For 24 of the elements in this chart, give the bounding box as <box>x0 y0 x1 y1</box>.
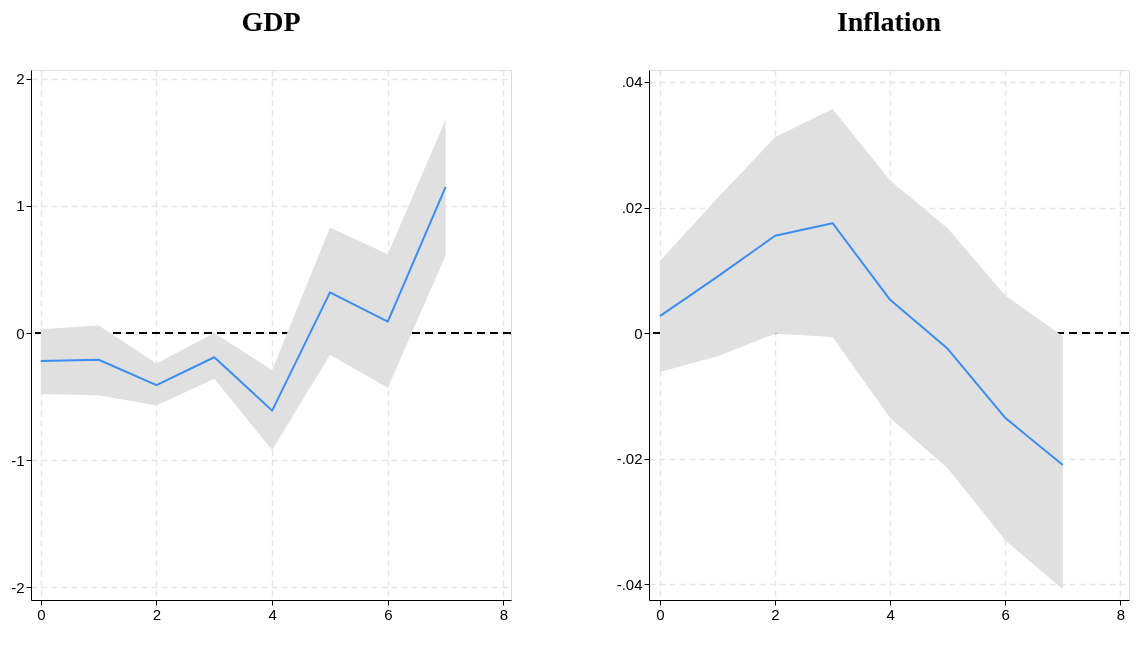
x-tick-label: 0 <box>37 605 46 623</box>
x-tick-label: 6 <box>1001 605 1010 623</box>
y-tick-label: -.04 <box>616 575 643 593</box>
y-tick-label: 1 <box>16 197 25 215</box>
chart-title: GDP <box>241 6 301 38</box>
y-tick-label: -.02 <box>616 450 643 468</box>
y-tick-label: 0 <box>16 324 25 342</box>
x-tick-label: 8 <box>1116 605 1126 623</box>
y-tick-label: -1 <box>11 451 25 469</box>
x-tick-label: 4 <box>886 605 895 623</box>
line-series <box>39 185 447 412</box>
x-tick-label: 0 <box>656 605 665 623</box>
x-tick-label: 2 <box>152 605 162 623</box>
y-tick-label: .02 <box>621 199 643 217</box>
line-series <box>658 222 1064 466</box>
chart-title: Inflation <box>836 6 942 38</box>
x-tick-label: 6 <box>384 605 393 623</box>
x-tick-label: 8 <box>499 605 509 623</box>
x-tick-label: 4 <box>268 605 277 623</box>
y-tick-label: .04 <box>621 73 643 91</box>
y-tick-label: 2 <box>16 70 25 88</box>
x-tick-label: 2 <box>771 605 780 623</box>
y-tick-label: 0 <box>634 324 643 342</box>
y-tick-label: -2 <box>11 578 25 596</box>
